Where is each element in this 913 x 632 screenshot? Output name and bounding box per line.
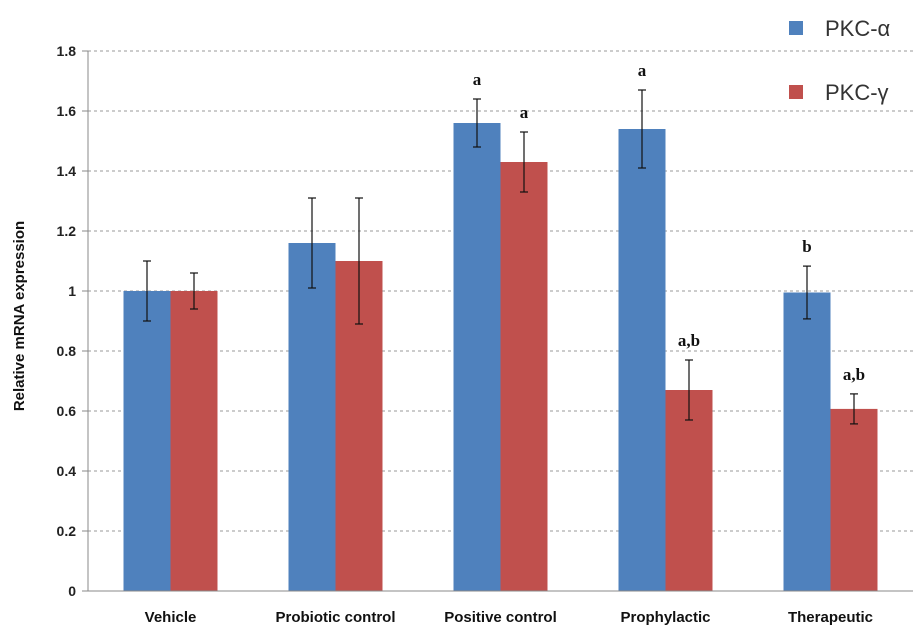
bar	[500, 162, 548, 591]
y-axis-title: Relative mRNA expression	[11, 221, 28, 411]
y-tick-label: 0.8	[57, 343, 77, 359]
legend-swatch	[789, 85, 803, 99]
y-tick-label: 0.4	[57, 463, 77, 479]
significance-label: a	[473, 70, 482, 89]
axes	[82, 50, 913, 592]
legend-label: PKC-α	[825, 16, 891, 41]
y-tick-label: 1.8	[57, 43, 77, 59]
y-tick-label: 1.2	[57, 223, 77, 239]
bar	[288, 243, 336, 591]
y-tick-label: 1.6	[57, 103, 77, 119]
y-tick-label: 0.6	[57, 403, 77, 419]
bar	[123, 291, 171, 591]
significance-label: a,b	[843, 365, 865, 384]
x-category-label: Therapeutic	[788, 609, 873, 626]
y-tick-label: 1	[68, 283, 76, 299]
bar	[453, 123, 501, 591]
bars	[123, 123, 878, 591]
significance-label: a	[520, 103, 529, 122]
bar	[170, 291, 218, 591]
legend-label: PKC-γ	[825, 80, 889, 105]
x-category-label: Vehicle	[145, 609, 197, 626]
error-bars	[143, 89, 858, 425]
x-category-label: Probiotic control	[276, 609, 396, 626]
x-category-label: Positive control	[444, 609, 557, 626]
y-tick-label: 0.2	[57, 523, 77, 539]
legend: PKC-α PKC-γ	[789, 16, 891, 105]
y-tick-label: 0	[68, 583, 76, 599]
bar	[665, 390, 713, 591]
significance-label: a,b	[678, 331, 700, 350]
bar	[618, 129, 666, 591]
labels: 0 0.2 0.4 0.6 0.8 1 1.2 1.4 1.6 1.8 Vehicle Probiot…	[57, 43, 873, 626]
y-tick-label: 1.4	[57, 163, 77, 179]
significance-label: a	[638, 61, 647, 80]
bar	[830, 408, 878, 591]
x-category-label: Prophylactic	[620, 609, 710, 626]
significance-label: b	[802, 237, 811, 256]
bar	[783, 292, 831, 591]
legend-swatch	[789, 21, 803, 35]
